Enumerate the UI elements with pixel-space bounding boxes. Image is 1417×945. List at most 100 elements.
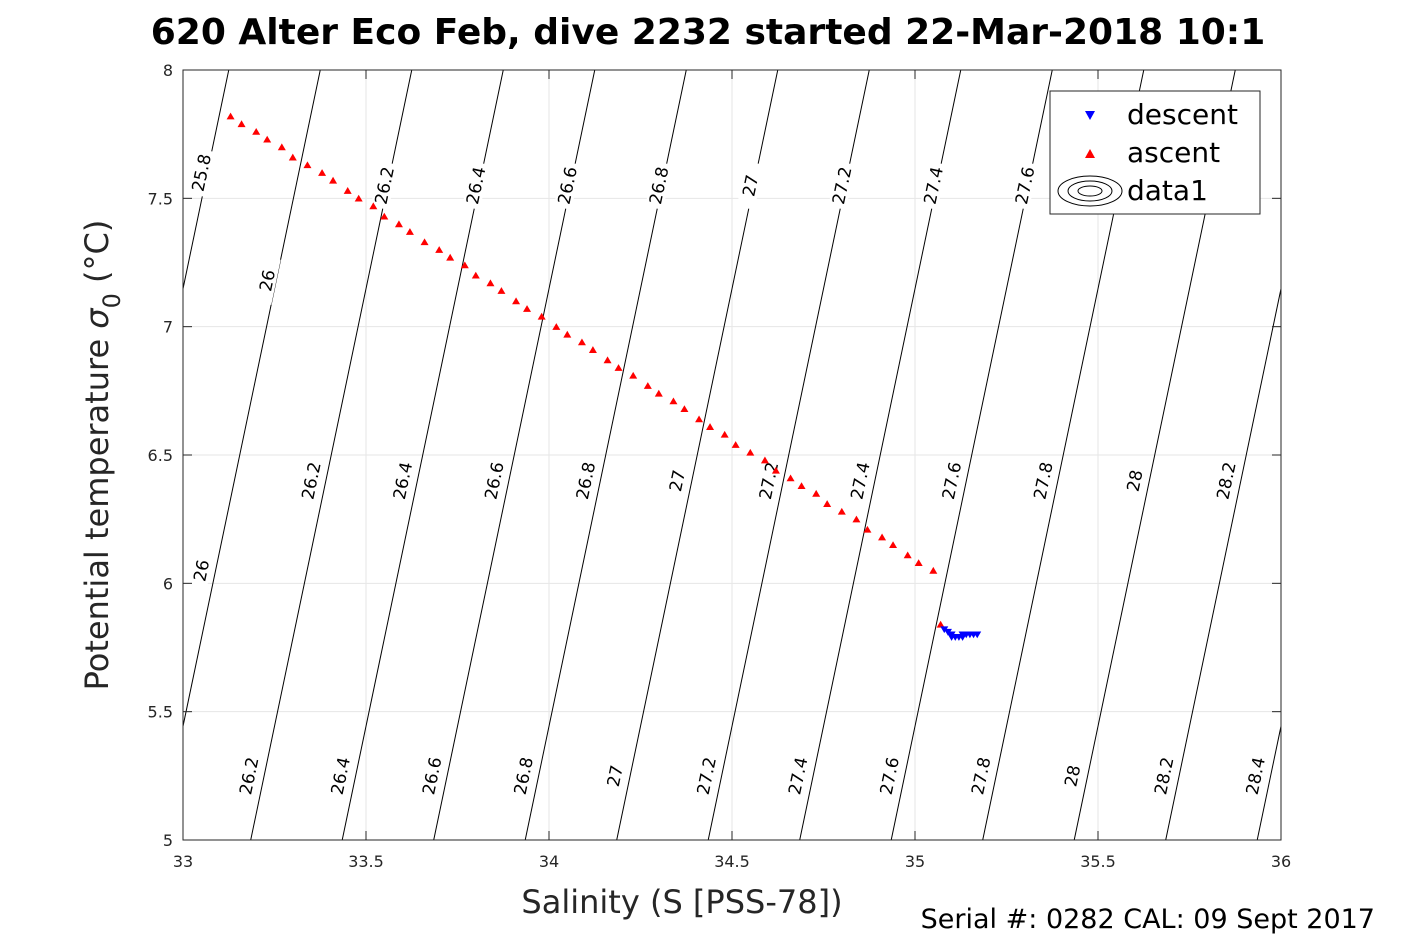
contour-label-bg: [919, 161, 947, 210]
contour-label: 26: [190, 558, 214, 583]
contour-label-bg: [828, 161, 856, 210]
ascent-point: [929, 566, 938, 574]
descent-point: [940, 626, 949, 634]
ascent-point: [695, 415, 704, 423]
x-tick-label: 33.5: [348, 852, 384, 871]
ascent-point: [303, 161, 312, 169]
contour-label-bg: [187, 148, 215, 198]
ascent-point: [369, 202, 378, 210]
contour-label-bg: [645, 161, 673, 210]
ascent-point: [226, 112, 235, 120]
ascent-point: [706, 423, 715, 430]
x-tick-label: 34: [539, 852, 559, 871]
ascent-point: [380, 212, 389, 220]
ascent-point: [720, 430, 729, 438]
ascent-point: [863, 525, 872, 533]
x-axis-ticks: 33 33.5 34 34.5 35 35.5 36: [173, 70, 1291, 871]
x-tick-label: 36: [1271, 852, 1291, 871]
contour-label-bg: [418, 751, 446, 801]
ascent-point: [563, 330, 572, 338]
contour-label: 28: [1124, 468, 1148, 493]
contour-label-bg: [663, 456, 691, 506]
x-tick-label: 34.5: [714, 852, 750, 871]
contour-label-bg: [1241, 751, 1269, 801]
ascent-point: [237, 120, 246, 128]
y-axis-label-subscript: 0: [98, 293, 126, 308]
ascent-point: [446, 253, 455, 261]
ascent-point: [936, 620, 945, 628]
x-tick-label: 35: [905, 852, 925, 871]
contour-label-bg: [462, 161, 490, 210]
legend-label-data1: data1: [1127, 174, 1208, 207]
y-axis-label: Potential temperature σ0 (°C): [78, 220, 126, 691]
ascent-point: [680, 405, 689, 412]
legend-marker-descent: [1085, 111, 1095, 120]
x-axis-label: Salinity (S [PSS-78]): [521, 883, 842, 921]
ascent-point: [629, 371, 638, 379]
contour-label: 28: [1061, 763, 1085, 788]
ascent-point: [889, 541, 898, 549]
y-tick-label: 8: [163, 61, 173, 80]
legend-marker-ascent: [1085, 149, 1095, 158]
ascent-point: [643, 382, 652, 389]
ascent-point: [329, 176, 338, 184]
descent-point: [973, 631, 982, 639]
contour-label-bg: [389, 456, 417, 506]
x-tick-label: 33: [173, 852, 193, 871]
ascent-point: [512, 297, 521, 305]
ascent-point: [878, 533, 887, 541]
contour-label-bg: [187, 546, 215, 595]
contour-label-bg: [509, 751, 537, 801]
ascent-point: [731, 441, 740, 448]
ascent-point: [405, 228, 414, 235]
ascent-point: [288, 153, 297, 161]
contour-label-bg: [1058, 751, 1086, 801]
contour-label-bg: [736, 161, 764, 210]
ascent-point: [603, 356, 612, 364]
legend-label-descent: descent: [1127, 98, 1238, 131]
ascent-point: [471, 271, 480, 279]
contour-label-bg: [601, 751, 629, 801]
descent-point: [943, 628, 952, 636]
y-axis-label-text: Potential temperature: [78, 329, 116, 691]
ascent-point: [460, 261, 469, 269]
ascent-point: [588, 346, 597, 353]
contour-label-bg: [938, 456, 966, 506]
contour-label-bg: [553, 161, 581, 210]
y-tick-label: 7: [163, 318, 173, 337]
ascent-point: [577, 338, 586, 346]
contour-label-bg: [875, 751, 903, 801]
contour-label: 27: [604, 763, 628, 788]
contour-label-bg: [326, 751, 354, 801]
contour-label: 26: [256, 268, 280, 293]
ascent-point: [786, 474, 795, 482]
y-axis-label-unit: (°C): [78, 220, 116, 293]
ascent-point: [523, 305, 532, 312]
y-tick-label: 6.5: [148, 446, 173, 465]
contour-label-bg: [235, 751, 263, 801]
contour-label: 27: [666, 468, 690, 493]
y-axis-ticks: 5 5.5 6 6.5 7 7.5 8: [148, 61, 1281, 850]
ascent-point: [852, 515, 861, 523]
ascent-point: [914, 559, 923, 566]
ascent-point: [823, 500, 832, 507]
contour-line-28.2: [1165, 286, 1281, 840]
contour-label-bg: [784, 751, 812, 801]
contour-label-bg: [967, 751, 995, 801]
ascent-point: [812, 489, 821, 497]
contour-label-bg: [846, 456, 874, 506]
ascent-point: [797, 482, 806, 489]
ascent-series: [226, 112, 945, 628]
ascent-point: [394, 220, 403, 228]
ascent-point: [669, 397, 678, 405]
legend-box: [1049, 90, 1261, 215]
ascent-point: [486, 279, 495, 287]
y-axis-label-symbol: σ: [78, 307, 116, 329]
contour-label-bg: [253, 256, 281, 305]
ascent-point: [614, 364, 623, 371]
contour-label-bg: [692, 751, 720, 801]
contour-labels: 25.8 26.2 26.4 26.6 26.8 27 27.2 27.4 27.62626.2…: [187, 148, 1270, 801]
ascent-point: [837, 507, 846, 515]
contour-label-bg: [1150, 751, 1178, 801]
